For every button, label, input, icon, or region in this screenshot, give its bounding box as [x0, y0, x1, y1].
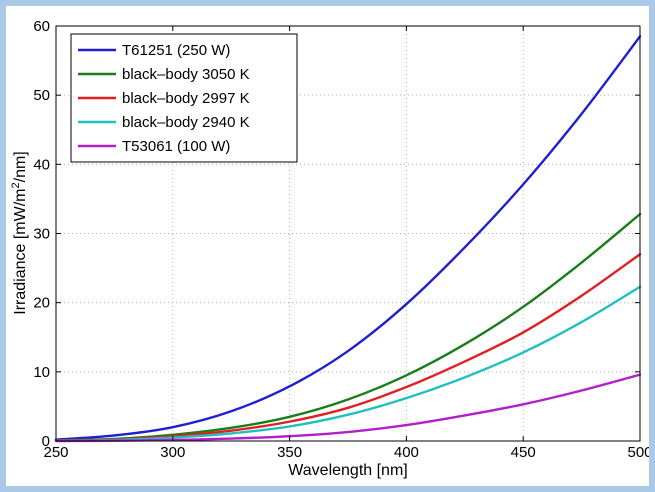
series-line-3	[54, 253, 642, 442]
y-tick-label: 20	[33, 295, 50, 312]
y-tick-label: 50	[33, 87, 50, 104]
y-axis-label-main: Irradiance [mW/m	[12, 189, 29, 315]
x-axis-label: Wavelength [nm]	[288, 462, 407, 479]
chart-frame: 250 300 350 400 450 500 0 10 20 30 40 50 60 Waveleng…	[6, 6, 649, 486]
legend-label-1: T61251 (250 W)	[122, 42, 230, 59]
series-line-5	[54, 373, 642, 443]
x-tick-label: 400	[394, 444, 419, 461]
legend-label-4: black–body 2940 K	[122, 114, 250, 131]
x-tick-label: 250	[43, 444, 68, 461]
irradiance-chart: 250 300 350 400 450 500 0 10 20 30 40 50 60 Waveleng…	[10, 18, 649, 479]
legend-label-5: T53061 (100 W)	[122, 138, 230, 155]
x-tick-label: 300	[160, 444, 185, 461]
legend-label-3: black–body 2997 K	[122, 90, 250, 107]
y-tick-label: 30	[33, 226, 50, 243]
series-line-4	[54, 285, 642, 442]
legend-label-2: black–body 3050 K	[122, 66, 250, 83]
x-tick-label: 450	[511, 444, 536, 461]
y-tick-label: 0	[42, 433, 50, 450]
x-tick-label: 350	[277, 444, 302, 461]
legend: T61251 (250 W) black–body 3050 K black–bod…	[70, 33, 298, 163]
series-layer	[54, 35, 642, 443]
y-tick-label: 10	[33, 364, 50, 381]
series-line-1	[54, 35, 642, 441]
tick-layer: 250 300 350 400 450 500 0 10 20 30 40 50 60	[33, 18, 649, 461]
series-line-2	[54, 212, 642, 442]
x-tick-label: 500	[627, 444, 649, 461]
y-axis-label-sup: 2	[10, 182, 22, 188]
y-axis-label-tail: /nm]	[12, 151, 29, 182]
y-tick-label: 60	[33, 18, 50, 35]
y-tick-label: 40	[33, 156, 50, 173]
grid-layer	[56, 26, 640, 441]
y-axis-label: Irradiance [mW/m2/nm]	[10, 151, 29, 315]
